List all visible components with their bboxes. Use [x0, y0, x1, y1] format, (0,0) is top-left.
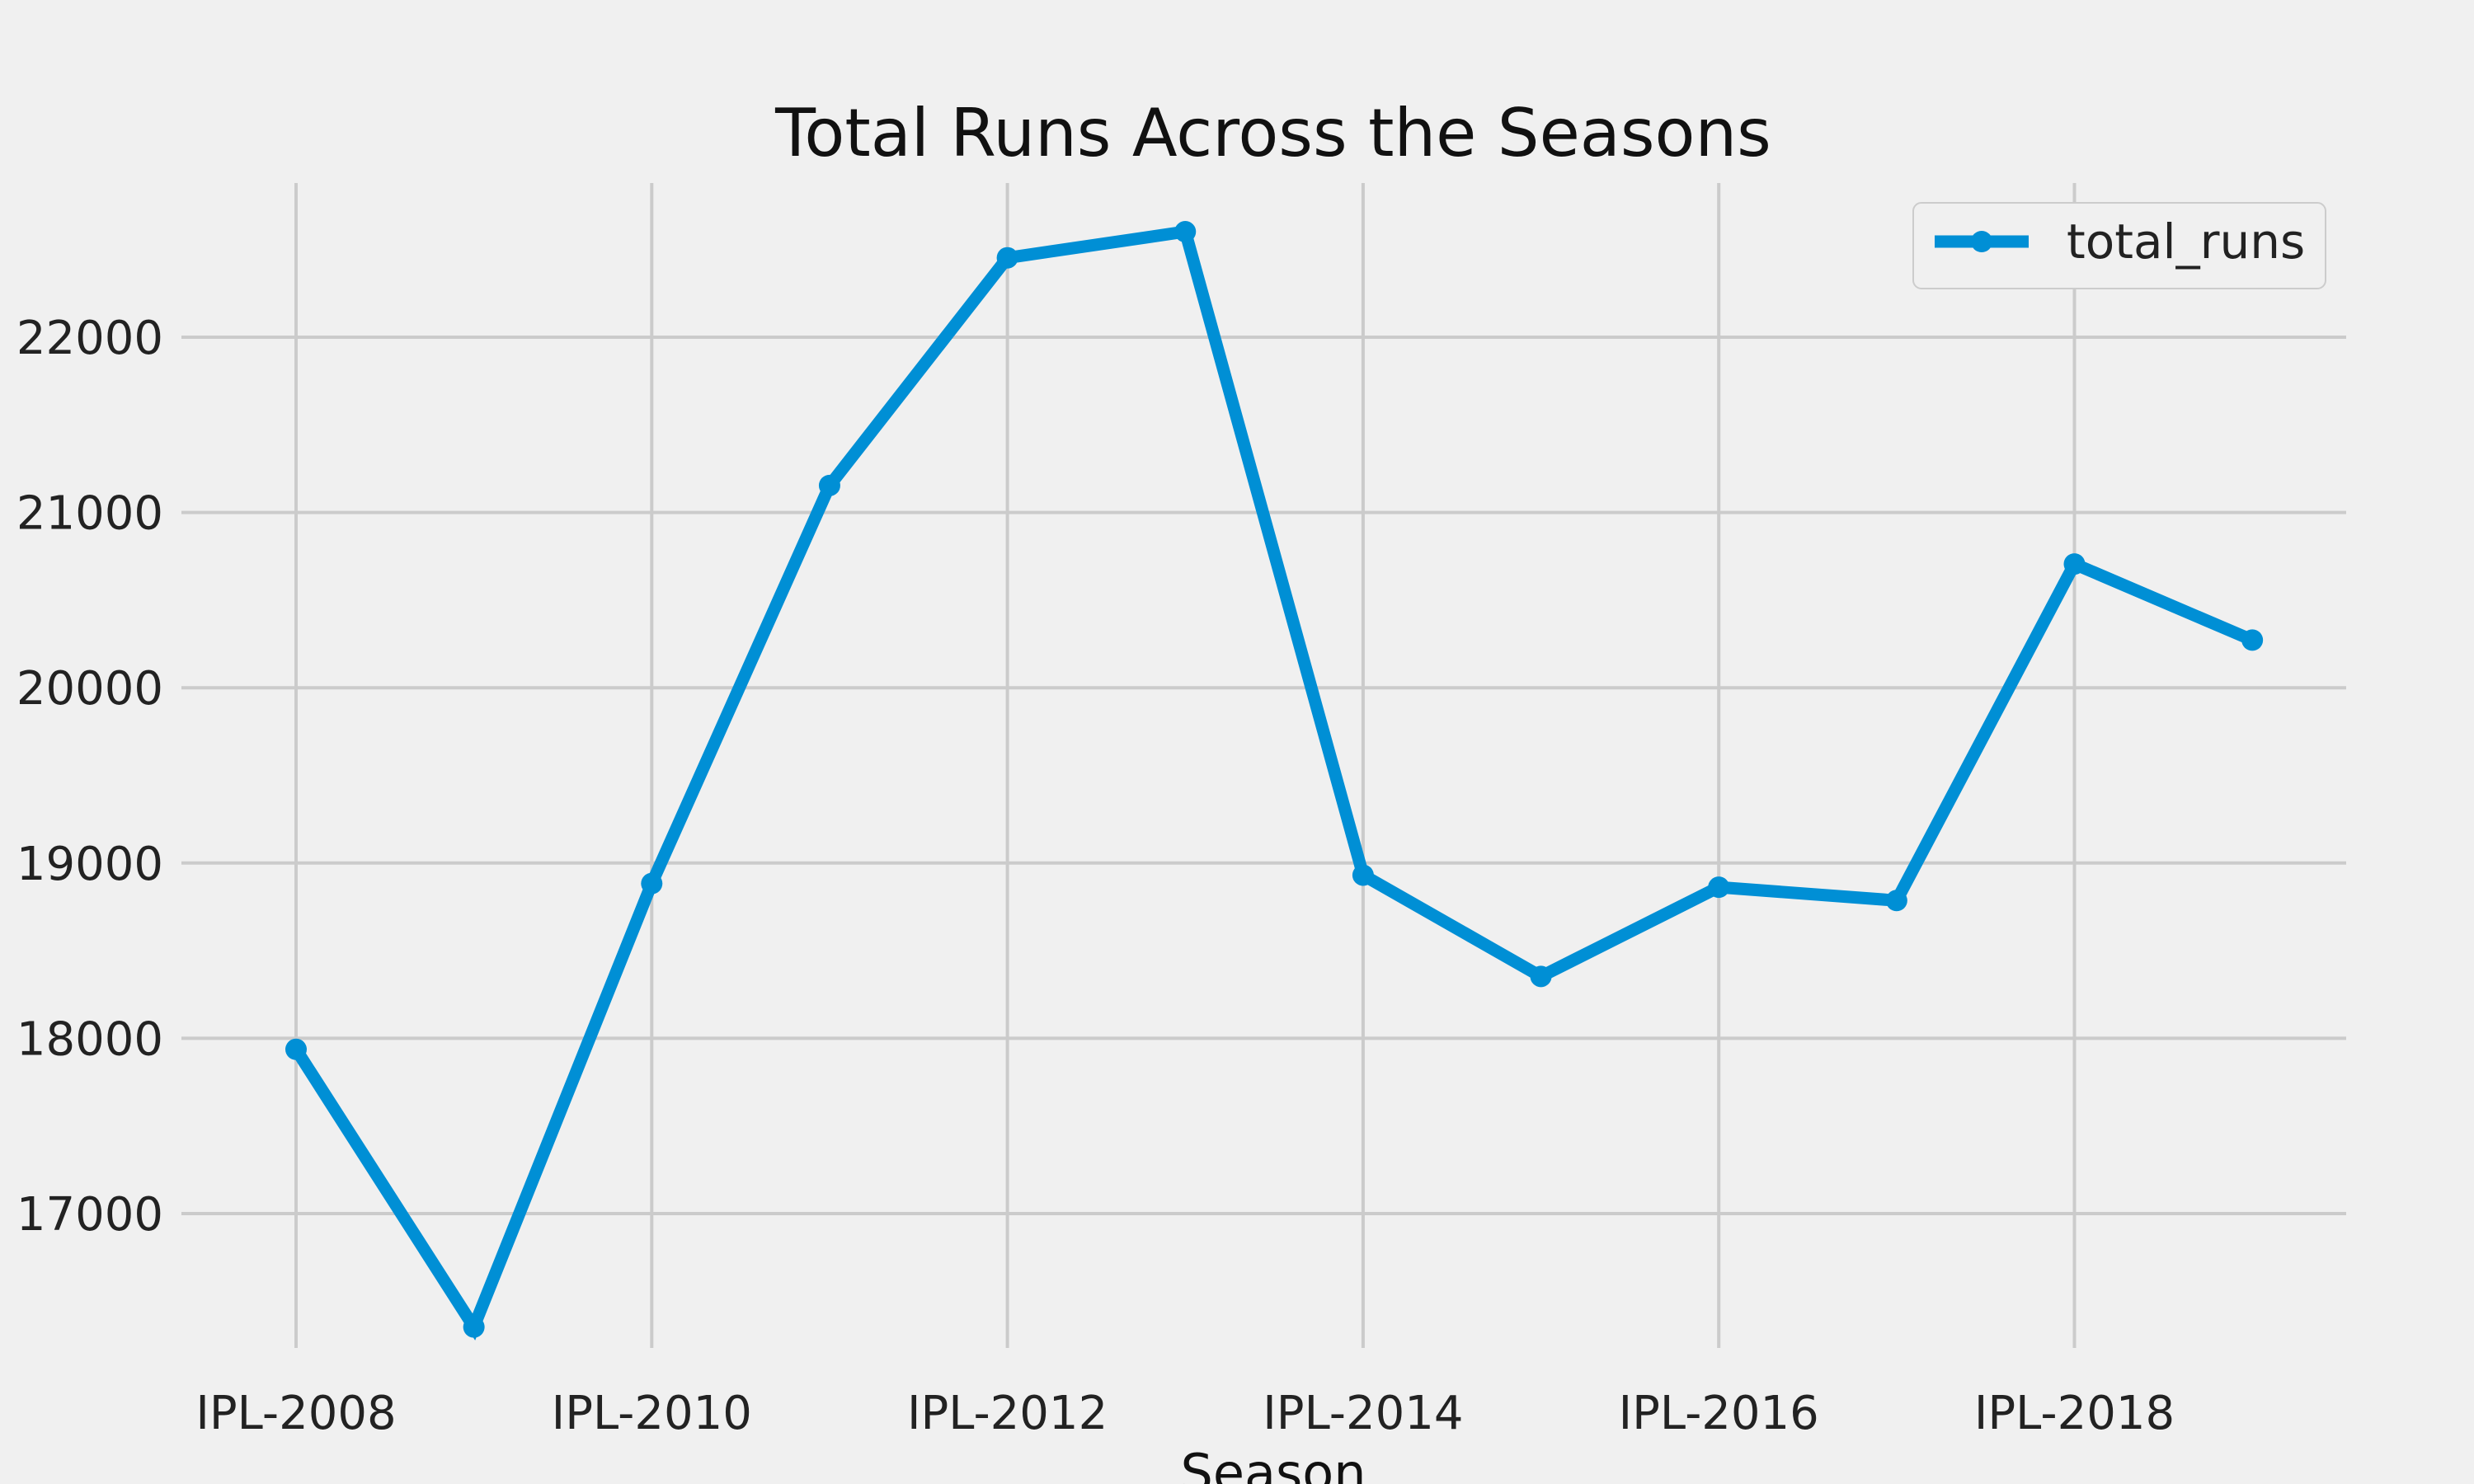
data-point	[1530, 965, 1552, 988]
data-point	[996, 247, 1018, 269]
data-point	[2063, 553, 2086, 575]
x-tick-label: IPL-2014	[1263, 1387, 1463, 1440]
data-point	[1352, 864, 1374, 886]
data-point	[1708, 876, 1730, 899]
series-line-total_runs	[290, 224, 2255, 1341]
grid	[181, 183, 2346, 1348]
y-tick-label: 19000	[16, 838, 163, 891]
y-tick-label: 17000	[16, 1188, 163, 1242]
y-tick-label: 18000	[16, 1012, 163, 1066]
legend-label: total_runs	[2067, 214, 2305, 270]
data-point	[641, 872, 663, 895]
legend: total_runs	[1912, 202, 2326, 289]
x-axis-label: Season	[1180, 1443, 1366, 1484]
x-tick-label: IPL-2018	[1974, 1387, 2175, 1440]
axis-ticks: 17000 18000 19000 20000 21000 22000 IPL-2008 IP…	[16, 312, 2175, 1440]
y-tick-label: 21000	[16, 487, 163, 541]
x-tick-label: IPL-2012	[907, 1387, 1108, 1440]
data-point	[463, 1316, 485, 1338]
data-point	[1174, 221, 1197, 243]
data-point	[818, 474, 840, 496]
chart-title: Total Runs Across the Seasons	[774, 95, 1771, 171]
legend-box	[1912, 202, 2326, 289]
data-point	[285, 1038, 307, 1060]
data-point	[2241, 629, 2264, 651]
legend-marker-sample	[1971, 231, 1992, 252]
x-tick-label: IPL-2008	[195, 1387, 396, 1440]
x-tick-label: IPL-2010	[552, 1387, 752, 1440]
y-tick-label: 20000	[16, 662, 163, 716]
y-tick-label: 22000	[16, 312, 163, 365]
series-layer	[285, 221, 2264, 1341]
x-tick-label: IPL-2016	[1619, 1387, 1819, 1440]
data-point	[1885, 890, 1907, 912]
